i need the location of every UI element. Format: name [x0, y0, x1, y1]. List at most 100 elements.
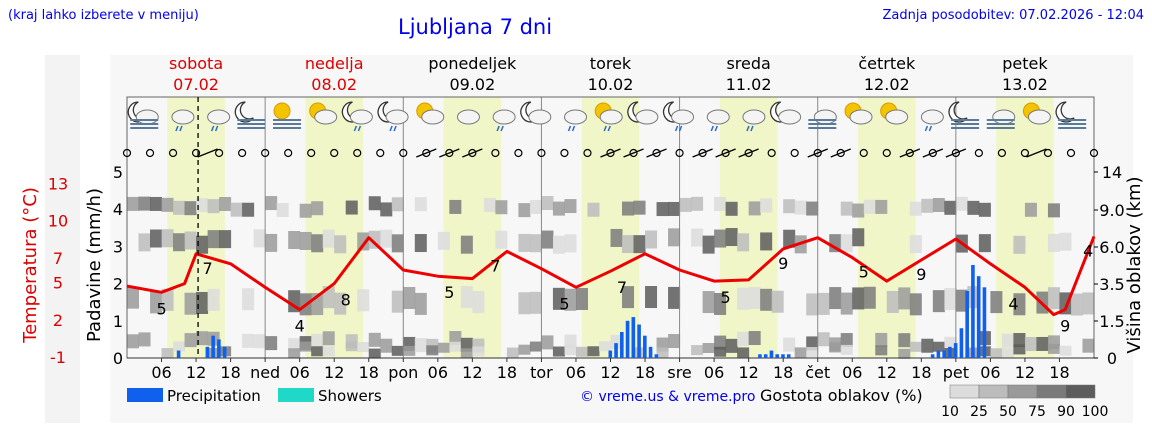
region-menu-hint[interactable]: (kraj lahko izberete v meniju): [8, 8, 199, 23]
cloud-density-cell: [265, 196, 278, 211]
cloud-density-cell: [1070, 293, 1083, 316]
sun-cloud-icon: [880, 102, 909, 125]
cloud-density-cell: [460, 337, 473, 352]
rain-drop: [678, 125, 683, 132]
day-name: sreda: [726, 54, 770, 73]
cloud-density-cell: [898, 287, 911, 310]
day-date: 10.02: [588, 75, 634, 94]
precipitation-bar: [959, 328, 964, 358]
time-tick-label: 18: [773, 363, 793, 382]
temp-value-label: 5: [444, 283, 454, 302]
precipitation-bar: [654, 354, 659, 358]
cloud-density-cell: [414, 292, 427, 315]
precip-tick-label: 5: [113, 163, 123, 182]
cloud-density-cell: [852, 203, 865, 218]
wind-barb: [197, 148, 218, 158]
cloud-density-cell: [161, 197, 174, 212]
cloud-density-cell: [138, 332, 151, 347]
cloud-density-cell: [829, 287, 842, 310]
precip-tick-label: 4: [113, 200, 123, 219]
cloud-density-cell: [265, 336, 278, 351]
cloud-density-cell: [288, 231, 301, 250]
cloud-density-cell: [449, 341, 462, 352]
cloud-density-cell: [771, 290, 784, 313]
cloud-shape: [171, 109, 195, 125]
cloud-density-cell: [645, 230, 658, 249]
cloud-density-cell: [783, 337, 796, 352]
cloud-density-cell: [783, 229, 796, 248]
sun-fog-icon: [273, 102, 302, 129]
showers-legend-label: Showers: [318, 387, 382, 405]
cloud-density-cell: [714, 346, 727, 357]
time-tick-label: 12: [1015, 363, 1035, 382]
cloud-shape: [706, 109, 730, 125]
cloud-density-cell: [311, 234, 324, 253]
cloud-density-cell: [645, 286, 658, 309]
cloud-density-swatch: [1036, 384, 1067, 399]
rain-drop: [567, 125, 572, 132]
cloud-density-cell: [150, 196, 163, 211]
cloud-density-cell: [702, 291, 715, 314]
cloud-density-cell: [173, 200, 186, 215]
time-tick-label: tor: [530, 363, 553, 382]
cloud-density-cell: [852, 228, 865, 247]
cloud-density-cell: [541, 196, 554, 211]
cloud-density-cell: [380, 229, 393, 248]
cloud-density-cell: [1001, 348, 1014, 359]
time-tick-label: 06: [980, 363, 1000, 382]
calm-wind-circle: [122, 148, 132, 158]
cloud-density-cell: [944, 336, 957, 351]
cloud-density-legend-title: Gostota oblakov (%): [760, 386, 923, 405]
cloud-rain-icon: [706, 109, 730, 132]
daylight-band: [167, 97, 225, 358]
rain-drop: [750, 125, 754, 132]
cloud-density-cell: [552, 287, 565, 310]
cloud-density-cell: [921, 198, 934, 213]
cloud-height-tick-label: 14: [1102, 163, 1122, 182]
cloud-density-cell: [875, 345, 888, 356]
cloud-density-cell: [334, 235, 347, 254]
cloud-density-cell: [714, 292, 727, 315]
cloud-shape: [920, 109, 944, 125]
cloud-density-cell: [368, 196, 381, 211]
calm-wind-circle: [491, 148, 500, 158]
time-tick-label: 06: [566, 363, 586, 382]
cloud-density-cell: [875, 332, 888, 347]
day-name: torek: [590, 54, 632, 73]
credit-text: © vreme.us & vreme.pro: [580, 389, 755, 405]
cloud-density-cell: [714, 229, 727, 248]
cloud-density-tick-label: 75: [1028, 404, 1046, 420]
moon-cloud-rain-icon: [341, 101, 373, 132]
precipitation-bar: [781, 354, 785, 358]
cloud-density-cell: [196, 291, 209, 314]
wind-row: [122, 148, 1099, 158]
cloud-fog-icon: [808, 109, 837, 129]
time-tick-label: pon: [388, 363, 418, 382]
cloud-density-cell: [426, 345, 439, 356]
precipitation-legend-label: Precipitation: [167, 387, 261, 405]
cloud-density-cell: [518, 203, 531, 218]
cloud-density-cell: [714, 196, 727, 211]
cloud-density-cell: [138, 196, 151, 211]
precipitation-bar: [948, 346, 952, 358]
cloud-density-cell: [518, 344, 531, 355]
cloud-density-cell: [184, 333, 197, 348]
time-tick-label: 06: [151, 363, 171, 382]
cloud-shape: [885, 109, 909, 125]
cloud-density-cell: [322, 331, 335, 346]
time-tick-label: 18: [1049, 363, 1069, 382]
cloud-density-cell: [299, 341, 312, 352]
calm-wind-circle: [537, 148, 546, 158]
cloud-density-cell: [898, 333, 911, 348]
rain-drop: [571, 125, 576, 132]
cloud-density-cell: [322, 346, 335, 357]
cloud-density-cell: [380, 202, 393, 217]
cloud-density-cell: [794, 200, 807, 215]
cloud-density-cell: [1013, 293, 1026, 316]
day-name: sobota: [169, 54, 223, 73]
time-tick-label: ned: [250, 363, 280, 382]
cloud-density-cell: [944, 200, 957, 215]
cloud-shape: [599, 109, 623, 125]
cloud-density-cell: [748, 201, 761, 216]
